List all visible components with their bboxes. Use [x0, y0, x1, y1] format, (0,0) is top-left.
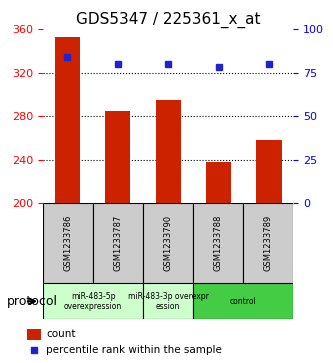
- Title: GDS5347 / 225361_x_at: GDS5347 / 225361_x_at: [76, 12, 260, 28]
- Text: miR-483-5p
overexpression: miR-483-5p overexpression: [64, 291, 122, 311]
- Bar: [27, 329, 41, 340]
- Bar: [256, 140, 282, 203]
- Text: GSM1233789: GSM1233789: [263, 215, 273, 271]
- Bar: [206, 162, 231, 203]
- FancyBboxPatch shape: [143, 203, 193, 283]
- FancyBboxPatch shape: [93, 203, 143, 283]
- FancyBboxPatch shape: [43, 283, 143, 319]
- FancyBboxPatch shape: [193, 283, 293, 319]
- FancyBboxPatch shape: [43, 203, 93, 283]
- Text: GSM1233790: GSM1233790: [164, 215, 173, 271]
- Text: GSM1233788: GSM1233788: [213, 215, 223, 272]
- Text: protocol: protocol: [7, 295, 58, 308]
- Text: miR-483-3p overexpr
ession: miR-483-3p overexpr ession: [128, 291, 208, 311]
- Text: GSM1233786: GSM1233786: [64, 215, 73, 272]
- FancyBboxPatch shape: [143, 283, 193, 319]
- FancyBboxPatch shape: [243, 203, 293, 283]
- FancyBboxPatch shape: [193, 203, 243, 283]
- Text: GSM1233787: GSM1233787: [114, 215, 123, 272]
- Text: percentile rank within the sample: percentile rank within the sample: [47, 345, 222, 355]
- Bar: [55, 37, 80, 203]
- Bar: [156, 100, 181, 203]
- Bar: [105, 111, 130, 203]
- Text: control: control: [230, 297, 256, 306]
- Text: count: count: [47, 329, 76, 339]
